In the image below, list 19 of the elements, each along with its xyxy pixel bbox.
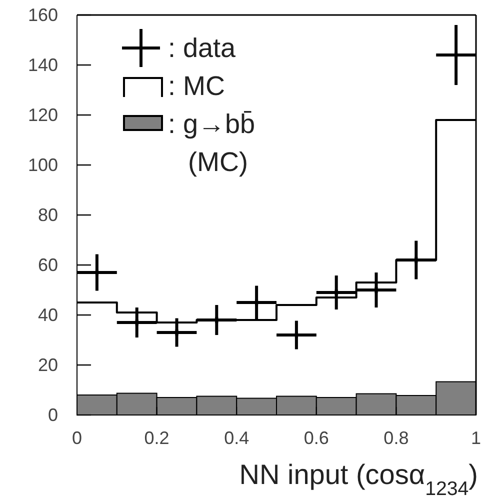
legend-label: : MC (168, 71, 225, 101)
y-tick-label: 120 (28, 104, 58, 125)
x-tick-label: 0.8 (384, 428, 409, 448)
x-tick-label: 0.2 (144, 428, 170, 448)
x-tick-label: 0 (72, 428, 82, 448)
x-tick-label: 0.4 (224, 428, 250, 448)
y-tick-label: 80 (38, 204, 58, 225)
y-tick-label: 0 (48, 404, 58, 425)
legend-label: : data (168, 33, 237, 63)
x-tick-label: 1 (470, 428, 482, 448)
y-tick-label: 40 (38, 304, 58, 325)
x-tick-label: 0.6 (304, 428, 329, 448)
y-tick-label: 100 (28, 154, 58, 175)
y-tick-label: 140 (28, 54, 58, 75)
y-tick-label: 160 (28, 4, 58, 25)
y-tick-label: 20 (38, 354, 58, 375)
x-axis-title: NN input (cosα$_{1234}$) (239, 459, 478, 500)
y-tick-label: 60 (38, 254, 58, 275)
legend-label: : g→bb̄ (MC) (168, 109, 256, 177)
